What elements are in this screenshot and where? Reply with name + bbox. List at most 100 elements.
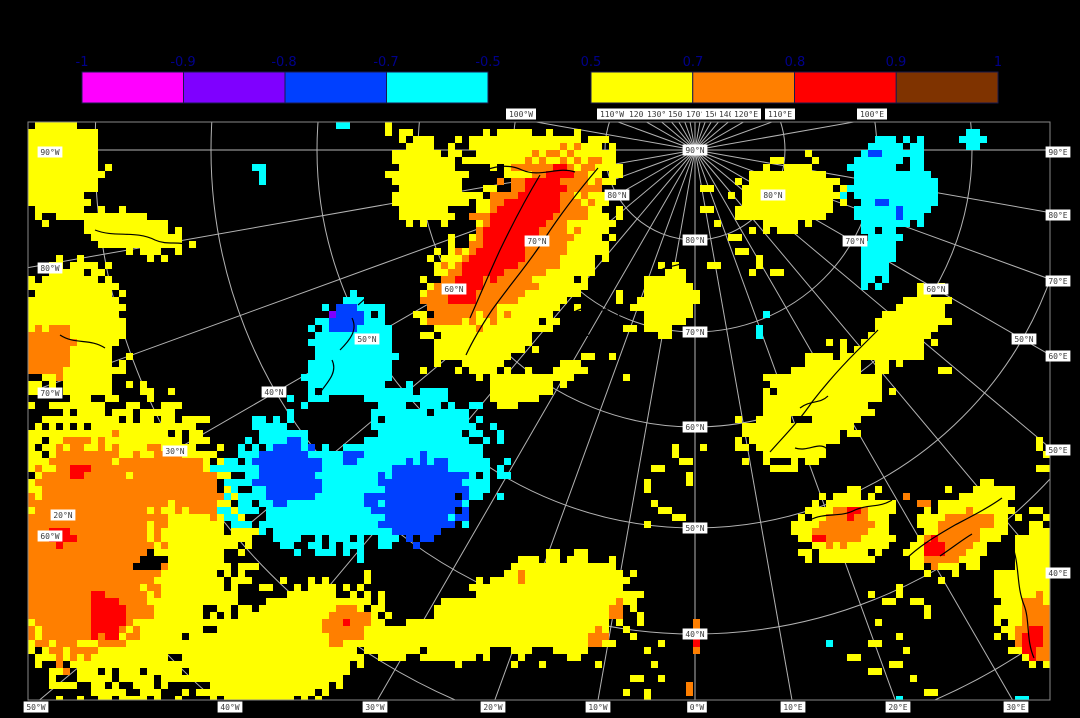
meridian-label: 60°E — [1045, 350, 1071, 362]
svg-text:100°E: 100°E — [860, 110, 884, 119]
latitude-label: 70°N — [524, 235, 550, 247]
meridian-line — [694, 149, 896, 700]
svg-text:110°W: 110°W — [600, 110, 624, 119]
meridian-line — [376, 149, 696, 700]
svg-text:30°N: 30°N — [165, 447, 184, 456]
svg-text:40°W: 40°W — [220, 703, 239, 712]
latitude-label: 70°N — [682, 326, 708, 338]
svg-text:50°N: 50°N — [685, 524, 704, 533]
colorbar-negative-tick-label: -0.8 — [271, 55, 296, 70]
meridian-label: 120°E — [731, 108, 761, 120]
svg-text:50°W: 50°W — [26, 703, 45, 712]
colorbar-negative-segment — [284, 71, 387, 104]
meridian-label: 60°W — [37, 530, 63, 542]
meridian-label: 120°W — [626, 108, 656, 120]
svg-text:50°N: 50°N — [1014, 335, 1033, 344]
coastline — [939, 533, 973, 557]
svg-text:70°N: 70°N — [845, 237, 864, 246]
coastline — [769, 329, 879, 453]
coastline — [59, 334, 106, 349]
coastline — [799, 395, 829, 409]
meridian-label: 110°E — [765, 108, 795, 120]
meridian-label: 90°E — [1045, 146, 1071, 158]
map-frame-border — [27, 121, 1051, 701]
svg-text:80°E: 80°E — [1048, 211, 1067, 220]
svg-text:70°E: 70°E — [1048, 277, 1067, 286]
svg-text:40°N: 40°N — [264, 388, 283, 397]
svg-text:60°W: 60°W — [40, 532, 59, 541]
svg-text:90°E: 90°E — [1048, 148, 1067, 157]
colorbar-negative-tick-label: -0.5 — [475, 55, 500, 70]
graticule-labels: 100°W110°W120°W130°W150°W170°W150°E140°E… — [23, 108, 1071, 713]
coastline — [657, 259, 687, 273]
colorbar-positive-tick-label: 0.8 — [785, 55, 806, 70]
meridian-label: 20°W — [480, 701, 506, 713]
meridian-label: 40°E — [1045, 567, 1071, 579]
colorbar-negative-segment — [386, 71, 489, 104]
svg-text:120°E: 120°E — [734, 110, 758, 119]
latitude-label: 20°N — [50, 509, 76, 521]
meridian-label: 40°W — [217, 701, 243, 713]
svg-text:150°W: 150°W — [668, 110, 692, 119]
svg-text:30°W: 30°W — [365, 703, 384, 712]
latitude-label: 30°N — [162, 445, 188, 457]
coastline — [94, 229, 189, 247]
svg-text:50°E: 50°E — [1048, 446, 1067, 455]
svg-text:130°W: 130°W — [647, 110, 671, 119]
meridian-line — [533, 122, 696, 151]
latitude-label: 60°N — [682, 421, 708, 433]
svg-text:80°W: 80°W — [40, 264, 59, 273]
colorbar-negative-segment — [81, 71, 184, 104]
coastline — [469, 174, 541, 319]
latitude-label: 70°N — [842, 235, 868, 247]
svg-text:20°W: 20°W — [483, 703, 502, 712]
svg-text:90°W: 90°W — [40, 148, 59, 157]
coastline — [469, 165, 576, 179]
colorbar-negative: -1 -0.9 -0.8 -0.7 -0.5 — [76, 55, 501, 104]
svg-text:30°E: 30°E — [1006, 703, 1025, 712]
coastline — [465, 167, 599, 356]
meridian-line — [694, 149, 1050, 449]
meridian-line — [694, 122, 857, 151]
svg-text:80°N: 80°N — [763, 191, 782, 200]
svg-text:70°N: 70°N — [527, 237, 546, 246]
meridian-label: 20°E — [885, 701, 911, 713]
svg-text:80°N: 80°N — [607, 191, 626, 200]
latitude-label: 50°N — [354, 333, 380, 345]
coastlines — [59, 165, 1035, 659]
colorbar-negative-segment — [183, 71, 286, 104]
meridian-label: 90°W — [37, 146, 63, 158]
svg-text:10°E: 10°E — [783, 703, 802, 712]
svg-text:20°N: 20°N — [53, 511, 72, 520]
svg-text:70°W: 70°W — [40, 389, 59, 398]
meridian-label: 110°W — [597, 108, 627, 120]
coastline — [1011, 544, 1035, 659]
meridian-label: 100°E — [857, 108, 887, 120]
meridian-line — [694, 149, 1050, 214]
coastline — [794, 445, 853, 453]
svg-text:80°N: 80°N — [685, 236, 704, 245]
svg-text:110°E: 110°E — [768, 110, 792, 119]
colorbar-positive: 0.5 0.7 0.8 0.9 1 — [581, 55, 1002, 104]
latitude-label: 50°N — [1011, 333, 1037, 345]
latitude-label: 40°N — [682, 628, 708, 640]
colorbar-positive-tick-label: 1 — [994, 55, 1002, 70]
meridian-label: 70°E — [1045, 275, 1071, 287]
svg-text:40°N: 40°N — [685, 630, 704, 639]
latitude-label: 60°N — [923, 283, 949, 295]
svg-text:10°W: 10°W — [588, 703, 607, 712]
svg-text:0°W: 0°W — [690, 703, 705, 712]
meridian-label: 10°W — [585, 701, 611, 713]
svg-text:170°W: 170°W — [686, 110, 710, 119]
meridian-label: 70°W — [37, 387, 63, 399]
coastline — [904, 497, 1003, 561]
svg-text:40°E: 40°E — [1048, 569, 1067, 578]
svg-text:120°W: 120°W — [629, 110, 653, 119]
svg-text:60°N: 60°N — [444, 285, 463, 294]
meridian-label: 30°E — [1003, 701, 1029, 713]
meridian-line — [694, 149, 793, 700]
meridian-label: 80°W — [37, 262, 63, 274]
meridian-label: 100°W — [506, 108, 536, 120]
